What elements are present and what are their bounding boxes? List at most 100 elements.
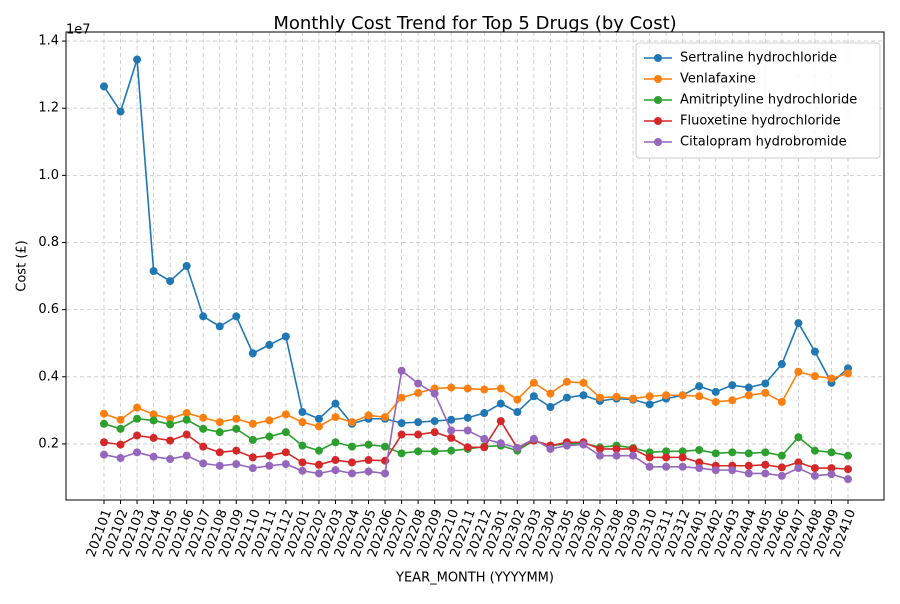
data-point bbox=[562, 441, 571, 450]
series-line bbox=[103, 419, 849, 470]
data-point bbox=[265, 461, 274, 470]
data-point bbox=[596, 451, 604, 460]
data-point bbox=[695, 458, 704, 467]
data-point bbox=[199, 413, 208, 422]
y-tick-label: 1.4 bbox=[38, 34, 59, 49]
data-point bbox=[777, 397, 786, 406]
data-point bbox=[100, 82, 108, 91]
y-tick-label: 0.2 bbox=[38, 436, 59, 451]
data-point bbox=[331, 438, 340, 447]
data-point bbox=[314, 460, 323, 469]
data-point bbox=[414, 447, 423, 456]
series-line bbox=[103, 369, 849, 480]
data-point bbox=[248, 349, 257, 358]
data-point bbox=[728, 381, 737, 390]
data-point bbox=[232, 460, 241, 469]
data-point bbox=[281, 332, 290, 341]
data-point bbox=[810, 347, 819, 356]
data-point bbox=[513, 395, 522, 404]
data-point bbox=[430, 428, 439, 437]
data-point bbox=[149, 267, 158, 276]
data-point bbox=[133, 448, 142, 457]
data-point bbox=[215, 448, 224, 457]
data-point bbox=[298, 418, 307, 427]
plot-frame bbox=[65, 31, 885, 501]
legend-marker bbox=[654, 117, 662, 125]
data-point bbox=[397, 419, 406, 428]
data-point bbox=[579, 378, 588, 387]
data-point bbox=[480, 409, 489, 418]
data-point bbox=[133, 403, 142, 412]
data-point bbox=[133, 414, 142, 423]
data-point bbox=[794, 319, 803, 328]
data-point bbox=[298, 458, 307, 467]
data-point bbox=[728, 466, 737, 475]
data-point bbox=[711, 387, 720, 396]
y-offset-label: 1e7 bbox=[66, 23, 91, 38]
data-point bbox=[215, 428, 224, 437]
data-point bbox=[695, 392, 704, 401]
data-point bbox=[662, 391, 671, 400]
legend-label: Sertraline hydrochloride bbox=[680, 51, 837, 66]
data-point bbox=[281, 460, 290, 469]
data-point bbox=[248, 464, 257, 473]
data-point bbox=[298, 466, 307, 475]
data-point bbox=[794, 433, 803, 442]
data-point bbox=[348, 442, 356, 451]
data-point bbox=[314, 422, 323, 431]
data-point bbox=[149, 452, 158, 461]
data-point bbox=[496, 384, 505, 393]
data-point bbox=[414, 379, 423, 388]
data-point bbox=[546, 403, 555, 412]
data-point bbox=[100, 419, 108, 428]
data-point bbox=[744, 449, 753, 458]
data-point bbox=[827, 448, 836, 457]
y-tick-label: 0.8 bbox=[38, 235, 59, 250]
legend-label: Fluoxetine hydrochloride bbox=[680, 114, 841, 129]
data-point bbox=[447, 446, 456, 455]
data-point bbox=[348, 469, 356, 478]
data-point bbox=[232, 446, 241, 455]
data-point bbox=[810, 446, 819, 455]
data-point bbox=[149, 410, 158, 419]
data-point bbox=[496, 417, 505, 426]
data-point bbox=[281, 428, 290, 437]
data-point bbox=[463, 426, 472, 435]
data-point bbox=[364, 467, 373, 476]
data-point bbox=[414, 388, 423, 397]
data-point bbox=[298, 408, 307, 417]
data-point bbox=[744, 383, 753, 392]
data-point bbox=[116, 454, 125, 463]
data-point bbox=[777, 471, 786, 480]
data-point bbox=[562, 377, 571, 386]
data-point bbox=[232, 414, 241, 423]
data-point bbox=[447, 415, 456, 424]
data-point bbox=[215, 418, 224, 427]
data-point bbox=[761, 448, 770, 457]
y-axis-label: Cost (£) bbox=[15, 240, 30, 291]
data-point bbox=[810, 464, 819, 473]
data-point bbox=[414, 418, 423, 427]
data-point bbox=[777, 463, 786, 472]
data-point bbox=[348, 458, 356, 467]
data-point bbox=[827, 464, 836, 473]
y-tick-label: 0.4 bbox=[38, 369, 59, 384]
data-point bbox=[199, 424, 208, 433]
data-point bbox=[810, 471, 819, 480]
data-point bbox=[711, 397, 720, 406]
data-point bbox=[695, 382, 704, 391]
data-point bbox=[777, 360, 786, 369]
data-point bbox=[827, 374, 836, 383]
data-point bbox=[629, 444, 638, 453]
data-point bbox=[397, 393, 406, 402]
data-point bbox=[761, 388, 770, 397]
data-point bbox=[463, 413, 472, 422]
y-tick-label: 1.2 bbox=[38, 101, 59, 116]
data-point bbox=[728, 448, 737, 457]
data-point bbox=[844, 465, 852, 474]
data-point bbox=[182, 430, 191, 439]
data-point bbox=[546, 389, 555, 398]
data-point bbox=[166, 455, 175, 464]
data-point bbox=[529, 392, 538, 401]
